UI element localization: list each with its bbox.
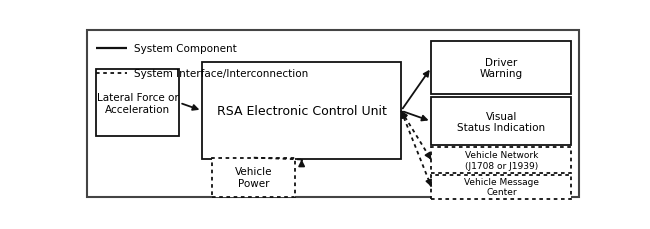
Bar [202,63,401,160]
Text: System Interface/Interconnection: System Interface/Interconnection [134,68,308,78]
Bar [212,158,295,197]
Text: Lateral Force or
Acceleration: Lateral Force or Acceleration [97,93,179,114]
Text: RSA Electronic Control Unit: RSA Electronic Control Unit [216,105,387,118]
Bar [96,70,179,137]
Bar [432,147,571,173]
Bar [432,98,571,146]
Text: Driver
Warning: Driver Warning [480,57,523,79]
Text: Vehicle
Power: Vehicle Power [235,167,272,188]
Text: Vehicle Network
(J1708 or J1939): Vehicle Network (J1708 or J1939) [465,150,538,170]
Bar [432,42,571,95]
Text: Vehicle Message
Center: Vehicle Message Center [464,177,539,197]
Bar [432,175,571,199]
Text: Visual
Status Indication: Visual Status Indication [458,111,545,133]
Text: System Component: System Component [134,44,237,54]
